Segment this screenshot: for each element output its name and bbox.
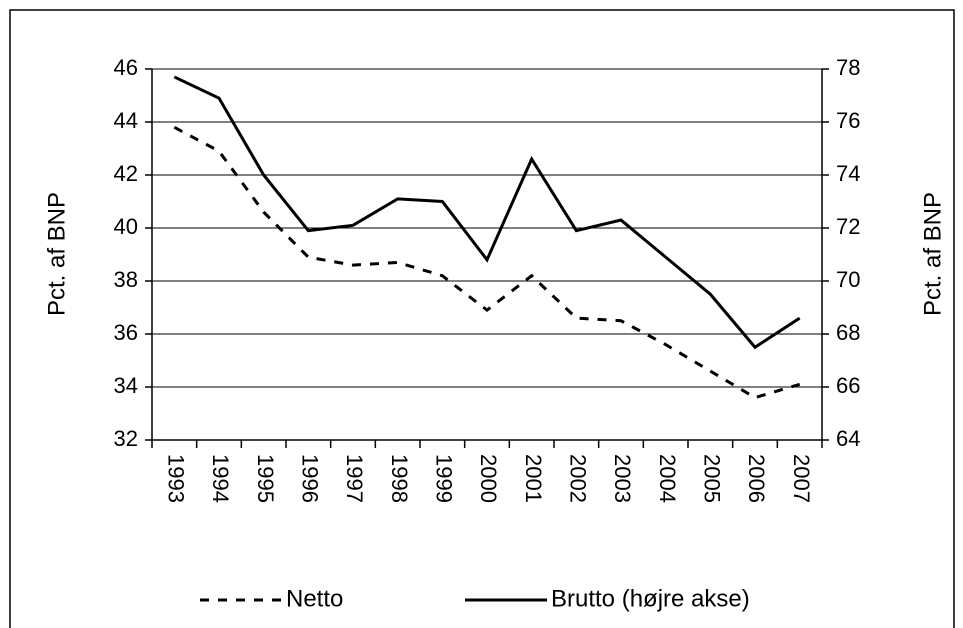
x-tick-label: 2007 [789, 454, 814, 503]
y-tick-label: 34 [114, 373, 138, 398]
x-tick-label: 2002 [566, 454, 591, 503]
legend-label: Brutto (højre akse) [551, 585, 750, 612]
x-tick-label: 1995 [253, 454, 278, 503]
legend-label: Netto [286, 585, 343, 612]
y-tick-label: 46 [114, 55, 138, 80]
series-line [173, 75, 801, 350]
y-tick-label: 40 [114, 214, 138, 239]
y2-tick-label: 78 [836, 55, 860, 80]
x-tick-label: 1994 [208, 454, 233, 503]
x-tick-label: 2005 [700, 454, 725, 503]
y2-axis-title: Pct. af BNP [919, 192, 946, 316]
y2-tick-label: 68 [836, 320, 860, 345]
y-axis-title: Pct. af BNP [43, 192, 70, 316]
x-tick-label: 1993 [164, 454, 189, 503]
x-tick-label: 1998 [387, 454, 412, 503]
x-tick-label: 1997 [342, 454, 367, 503]
x-tick-label: 2006 [744, 454, 769, 503]
y2-tick-label: 66 [836, 373, 860, 398]
x-tick-label: 2004 [655, 454, 680, 503]
y-tick-label: 36 [114, 320, 138, 345]
x-tick-label: 1996 [298, 454, 323, 503]
y-tick-label: 42 [114, 161, 138, 186]
x-tick-label: 2000 [476, 454, 501, 503]
series-line [173, 125, 801, 400]
x-tick-label: 2001 [521, 454, 546, 503]
y-tick-label: 38 [114, 267, 138, 292]
y2-tick-label: 76 [836, 108, 860, 133]
y2-tick-label: 74 [836, 161, 860, 186]
y2-tick-label: 70 [836, 267, 860, 292]
y-tick-label: 32 [114, 426, 138, 451]
x-tick-label: 2003 [610, 454, 635, 503]
y2-tick-label: 72 [836, 214, 860, 239]
x-tick-label: 1999 [432, 454, 457, 503]
y2-tick-label: 64 [836, 426, 860, 451]
y-tick-label: 44 [114, 108, 138, 133]
